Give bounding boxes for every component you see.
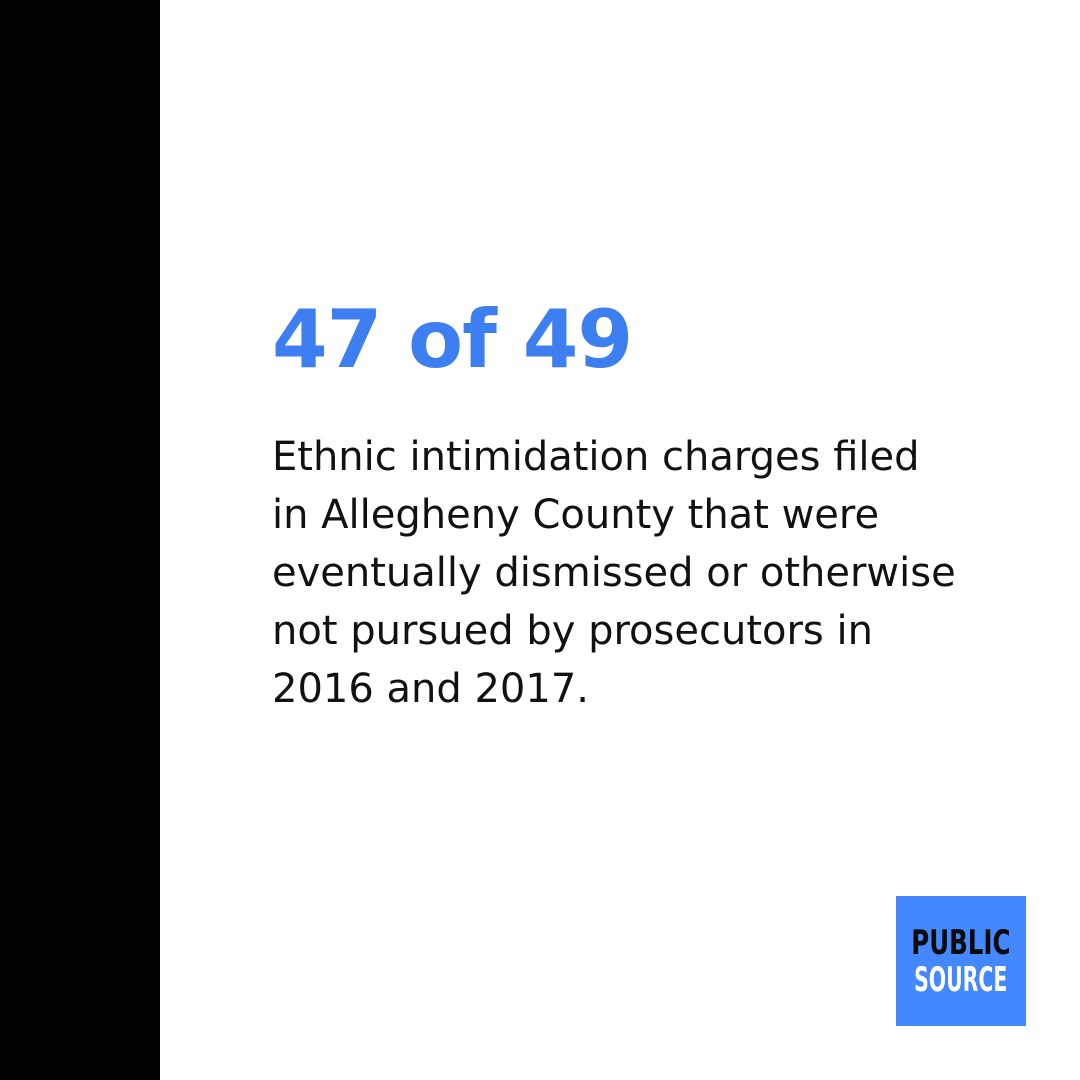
description-line: eventually dismissed or otherwise <box>272 550 956 596</box>
description-line: not pursued by prosecutors in <box>272 608 873 654</box>
left-black-bar <box>0 0 160 1080</box>
stat-headline: 47 of 49 <box>272 293 633 386</box>
description-line: 2016 and 2017. <box>272 666 589 712</box>
description-line: Ethnic intimidation charges filed <box>272 434 920 480</box>
stat-description: Ethnic intimidation charges filed in All… <box>272 428 1012 718</box>
description-line: in Allegheny County that were <box>272 492 880 538</box>
logo-word-source: SOURCE <box>914 959 1008 1000</box>
publicsource-logo: PUBLIC SOURCE <box>896 896 1026 1026</box>
logo-word-public: PUBLIC <box>911 922 1011 963</box>
